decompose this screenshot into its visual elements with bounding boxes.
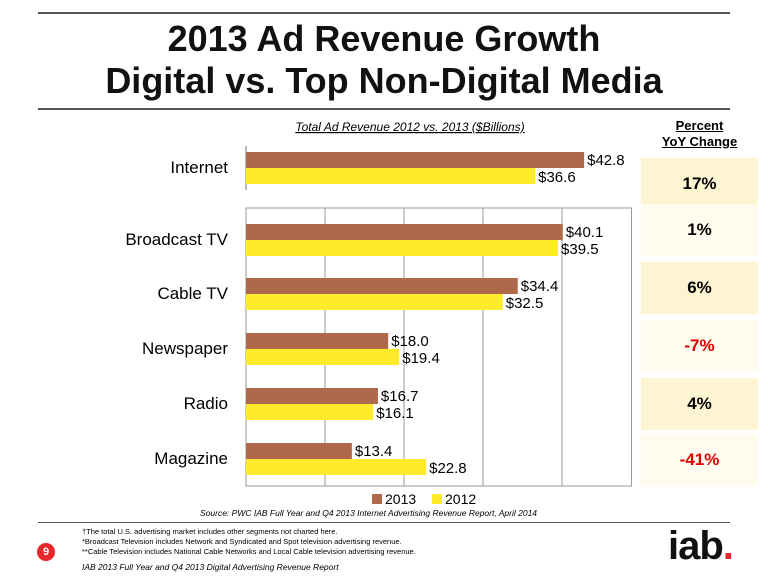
value-label-2013: $42.8 xyxy=(587,152,625,169)
legend-label-2012: 2012 xyxy=(445,491,476,505)
value-label-2013: $13.4 xyxy=(355,443,393,460)
chart-title: Total Ad Revenue 2012 vs. 2013 ($Billion… xyxy=(295,120,524,134)
pct-cell-3: -7% xyxy=(641,320,758,372)
pct-header-line-2: YoY Change xyxy=(661,134,738,149)
value-label-2012: $32.5 xyxy=(506,295,544,312)
category-label: Magazine xyxy=(154,449,228,468)
bar-2013 xyxy=(246,278,518,294)
title-line-2: Digital vs. Top Non-Digital Media xyxy=(105,60,663,101)
pct-table-header: Percent YoY Change xyxy=(641,118,758,150)
bar-2013 xyxy=(246,152,585,168)
bar-2012 xyxy=(246,168,536,184)
logo-text: iab xyxy=(668,524,724,568)
report-name: IAB 2013 Full Year and Q4 2013 Digital A… xyxy=(82,562,339,572)
value-label-2013: $34.4 xyxy=(521,278,559,295)
pct-cell-1: 1% xyxy=(641,204,758,256)
bar-2012 xyxy=(246,404,374,420)
revenue-bar-chart: Total Ad Revenue 2012 vs. 2013 ($Billion… xyxy=(125,120,632,505)
bar-2013 xyxy=(246,224,563,240)
value-label-2013: $40.1 xyxy=(566,224,604,241)
value-label-2013: $18.0 xyxy=(391,333,429,350)
logo-dot: . xyxy=(722,524,734,568)
bar-2012 xyxy=(246,240,559,256)
legend-swatch-2013 xyxy=(372,494,382,504)
footnote-2: *Broadcast Television includes Network a… xyxy=(82,537,402,546)
category-label: Newspaper xyxy=(142,339,228,358)
pct-cell-5: -41% xyxy=(641,434,758,486)
title-rule xyxy=(38,108,730,110)
category-label: Cable TV xyxy=(157,284,228,303)
value-label-2012: $39.5 xyxy=(561,241,599,258)
bar-2012 xyxy=(246,459,427,475)
bar-2012 xyxy=(246,294,503,310)
page-number-badge: 9 xyxy=(37,543,55,561)
category-label: Internet xyxy=(170,158,228,177)
bar-2013 xyxy=(246,333,389,349)
iab-logo: iab. xyxy=(668,524,734,568)
source-note: Source: PWC IAB Full Year and Q4 2013 In… xyxy=(200,508,538,518)
category-label: Broadcast TV xyxy=(125,230,228,249)
bar-2013 xyxy=(246,388,378,404)
title-line-1: 2013 Ad Revenue Growth xyxy=(167,18,601,59)
pct-header-line-1: Percent xyxy=(675,118,724,133)
value-label-2012: $19.4 xyxy=(402,350,440,367)
value-label-2012: $36.6 xyxy=(538,169,576,186)
pct-cell-0: 17% xyxy=(641,158,758,210)
footer-rule xyxy=(38,522,730,523)
legend-swatch-2012 xyxy=(432,494,442,504)
footnote-1: †The total U.S. advertising market inclu… xyxy=(82,527,338,536)
value-label-2013: $16.7 xyxy=(381,388,419,405)
value-label-2012: $22.8 xyxy=(429,460,467,477)
legend-label-2013: 2013 xyxy=(385,491,416,505)
bar-2013 xyxy=(246,443,352,459)
page-title: 2013 Ad Revenue Growth Digital vs. Top N… xyxy=(0,18,768,102)
value-label-2012: $16.1 xyxy=(376,405,414,422)
pct-cell-4: 4% xyxy=(641,378,758,430)
top-rule xyxy=(38,12,730,14)
footnote-3: **Cable Television includes National Cab… xyxy=(82,547,416,556)
bar-2012 xyxy=(246,349,400,365)
pct-cell-2: 6% xyxy=(641,262,758,314)
category-label: Radio xyxy=(184,394,228,413)
